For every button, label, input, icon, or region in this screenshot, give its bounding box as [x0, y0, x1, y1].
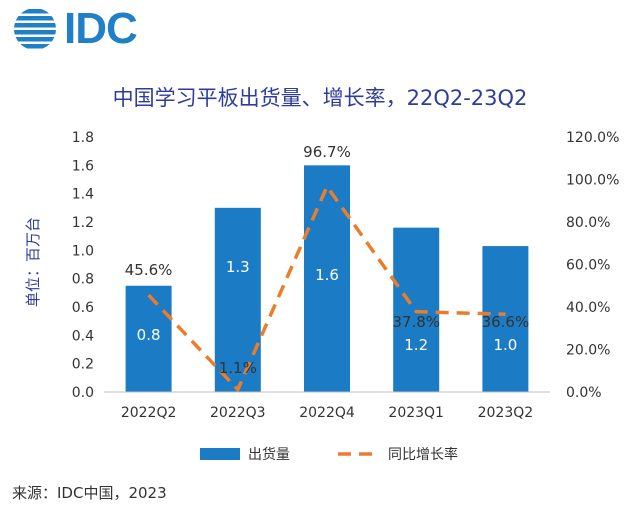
y-tick-label: 1.0: [72, 243, 94, 259]
y2-tick-label: 20.0%: [566, 343, 610, 359]
y2-tick-label: 60.0%: [566, 258, 610, 274]
legend-bar-swatch: [200, 448, 240, 460]
y2-tick-label: 40.0%: [566, 300, 610, 316]
y-tick-label: 1.4: [72, 187, 94, 203]
bar-value-label: 0.8: [137, 326, 161, 344]
bar: [214, 207, 261, 392]
y-tick-label: 0.2: [72, 357, 94, 373]
chart: 0.0 0.2 0.4 0.6 0.8 1.0 1.2 1.4 1.6 1.8 0.0% 20.0% 4…: [24, 130, 619, 463]
y2-tick-label: 100.0%: [566, 173, 619, 189]
y-tick-label: 0.6: [72, 300, 94, 316]
bar-value-label: 1.2: [404, 336, 428, 354]
bar: [482, 246, 529, 392]
legend-line-label: 同比增长率: [388, 446, 458, 463]
y-tick-label: 1.8: [72, 130, 94, 146]
y-tick-label: 0.0: [72, 385, 94, 401]
bar-value-label: 1.6: [315, 266, 339, 284]
bar-value-label: 1.3: [226, 258, 250, 276]
growth-value-label: 37.8%: [392, 313, 440, 331]
bar: [125, 285, 172, 392]
y2-tick-label: 80.0%: [566, 215, 610, 231]
x-tick-label: 2023Q2: [478, 405, 534, 421]
y-tick-label: 0.4: [72, 328, 94, 344]
idc-logo: IDC: [12, 4, 138, 53]
bar-value-label: 1.0: [493, 336, 517, 354]
growth-value-label: 36.6%: [482, 313, 530, 331]
y2-tick-label: 120.0%: [566, 130, 619, 146]
logo-text: IDC: [64, 4, 138, 53]
x-tick-label: 2022Q3: [210, 405, 266, 421]
source-note: 来源：IDC中国，2023: [12, 484, 167, 502]
y2-tick-label: 0.0%: [566, 385, 602, 401]
x-tick-label: 2022Q4: [299, 405, 355, 421]
y-tick-label: 1.2: [72, 215, 94, 231]
legend-bar-label: 出货量: [248, 446, 290, 463]
y-tick-label: 0.8: [72, 272, 94, 288]
growth-value-label: 45.6%: [125, 261, 173, 279]
x-tick-label: 2023Q1: [388, 405, 444, 421]
y-tick-label: 1.6: [72, 158, 94, 174]
globe-icon: [14, 9, 56, 49]
x-tick-label: 2022Q2: [121, 405, 177, 421]
chart-title: 中国学习平板出货量、增长率，22Q2-23Q2: [112, 86, 528, 110]
bar: [304, 165, 350, 392]
growth-rate-line: [147, 184, 506, 392]
y-axis-label: 单位：百万台: [24, 217, 42, 307]
growth-value-label: 96.7%: [303, 143, 351, 161]
growth-value-label: 1.1%: [219, 359, 257, 377]
